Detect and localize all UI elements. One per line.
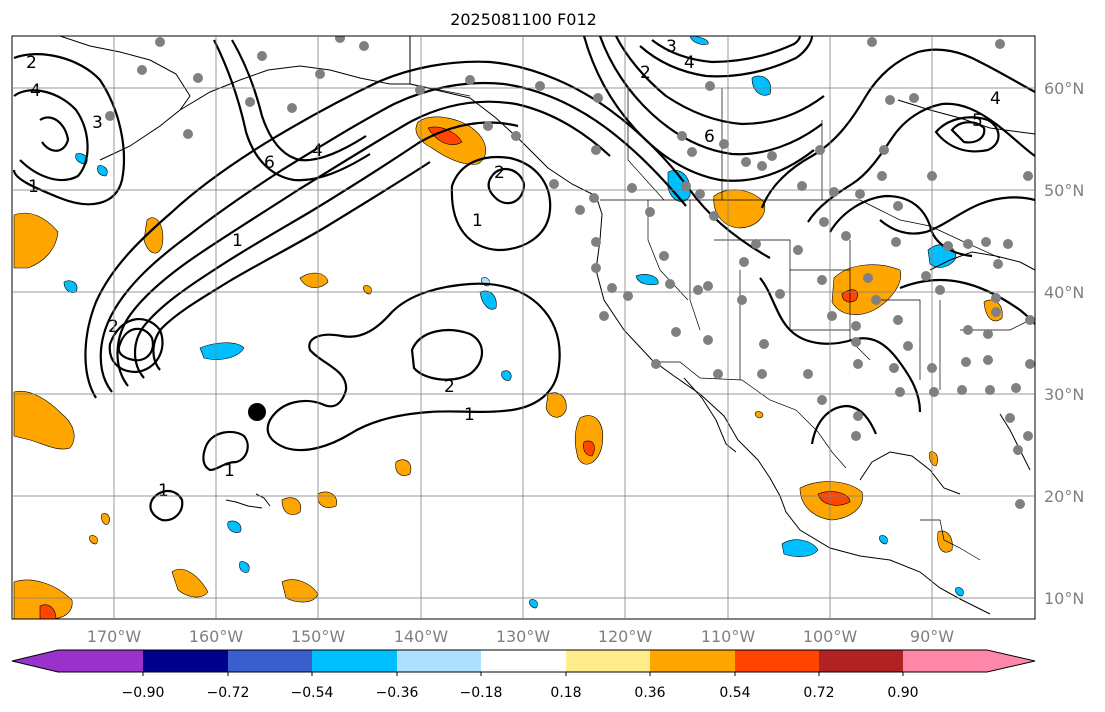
contour-label: 1	[28, 177, 39, 197]
longitude-label: 110°W	[701, 627, 756, 646]
longitude-label: 90°W	[910, 627, 954, 646]
positive-anomaly-areas	[13, 116, 1003, 619]
contour-label: 2	[640, 63, 651, 83]
colorbar-tick-label: −0.36	[376, 685, 419, 701]
colorbar-segment	[650, 650, 735, 672]
contour-label: 1	[472, 211, 483, 231]
colorbar-tick-label: −0.72	[207, 685, 250, 701]
colorbar-segment	[819, 650, 903, 672]
contour-label: 1	[158, 481, 169, 501]
latitude-label: 20°N	[1044, 487, 1084, 506]
contour-label: 3	[92, 113, 103, 133]
contour-label: 2	[494, 163, 505, 183]
longitude-label: 100°W	[803, 627, 858, 646]
latitude-labels: 60°N 50°N 40°N 30°N 20°N 10°N	[1044, 79, 1084, 608]
contour-label: 3	[666, 37, 677, 57]
latitude-label: 30°N	[1044, 385, 1084, 404]
contour-label-group: 2 4 3 1 6 4 2 1 2 1 1 1 2 4 6 3 2 4 5 1	[26, 37, 1001, 501]
colorbar-segment	[397, 650, 481, 672]
colorbar-outline	[11, 649, 1036, 673]
longitude-label: 150°W	[291, 627, 346, 646]
contour-label: 1	[224, 461, 235, 481]
colorbar-tick-label: −0.90	[122, 685, 165, 701]
longitude-label: 130°W	[496, 627, 551, 646]
colorbar: −0.90 −0.72 −0.54 −0.36 −0.18 0.18 0.36 0.54 0.7…	[11, 649, 1036, 701]
contour-label: 2	[26, 53, 37, 73]
latitude-label: 50°N	[1044, 181, 1084, 200]
colorbar-segment	[228, 650, 312, 672]
colorbar-segment	[58, 650, 143, 672]
longitude-label: 120°W	[598, 627, 653, 646]
colorbar-segment	[143, 650, 228, 672]
colorbar-extend-max	[987, 650, 1035, 672]
latitude-label: 40°N	[1044, 283, 1084, 302]
colorbar-extend-min	[12, 650, 58, 672]
colorbar-tick-label: 0.36	[634, 685, 665, 701]
latitude-label: 10°N	[1044, 589, 1084, 608]
colorbar-segment	[735, 650, 819, 672]
colorbar-tick-label: −0.18	[460, 685, 503, 701]
contour-label: 1	[464, 405, 475, 425]
contour-lines	[12, 36, 1035, 522]
contour-label: 5	[972, 111, 983, 131]
colorbar-segment	[903, 650, 987, 672]
graticule	[12, 36, 1035, 619]
contour-label: 2	[444, 377, 455, 397]
location-marker	[248, 403, 266, 421]
colorbar-segment	[566, 650, 650, 672]
contour-label: 4	[684, 53, 695, 73]
contour-label: 4	[312, 141, 323, 161]
contour-label: 6	[264, 153, 275, 173]
contour-label: 1	[232, 231, 243, 251]
longitude-labels: 170°W 160°W 150°W 140°W 130°W 120°W 110°W 100°W…	[87, 627, 954, 646]
contour-label: 6	[704, 127, 715, 147]
colorbar-tick-label: −0.54	[291, 685, 334, 701]
colorbar-tick-label: 0.18	[550, 685, 581, 701]
contour-label: 4	[30, 81, 41, 101]
latitude-label: 60°N	[1044, 79, 1084, 98]
longitude-label: 170°W	[87, 627, 142, 646]
colorbar-tick-label: 0.54	[719, 685, 750, 701]
colorbar-tick-label: 0.90	[887, 685, 918, 701]
longitude-label: 160°W	[189, 627, 244, 646]
colorbar-segment	[481, 650, 566, 672]
contour-label: 4	[990, 89, 1001, 109]
colorbar-segment	[312, 650, 397, 672]
chart-title: 2025081100 F012	[450, 10, 597, 29]
longitude-label: 140°W	[394, 627, 449, 646]
contour-label: 2	[108, 317, 119, 337]
colorbar-tick-label: 0.72	[803, 685, 834, 701]
